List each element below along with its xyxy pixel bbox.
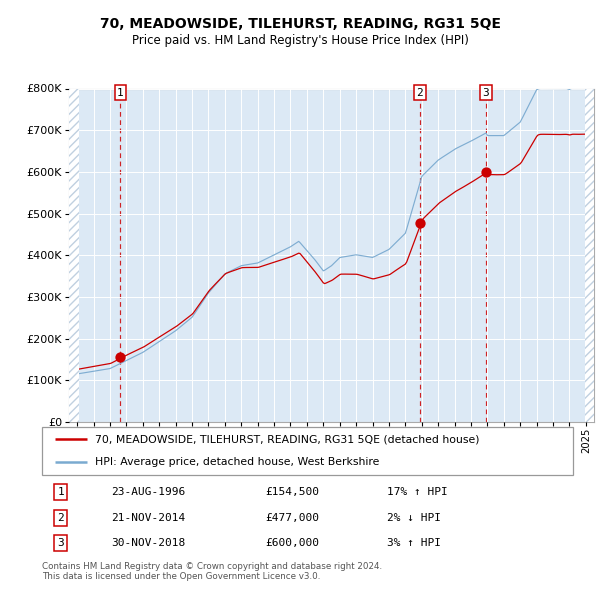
Point xyxy=(116,353,125,362)
Text: 23-AUG-1996: 23-AUG-1996 xyxy=(111,487,185,497)
Text: 21-NOV-2014: 21-NOV-2014 xyxy=(111,513,185,523)
Text: Price paid vs. HM Land Registry's House Price Index (HPI): Price paid vs. HM Land Registry's House … xyxy=(131,34,469,47)
Point xyxy=(415,218,425,228)
Text: 1: 1 xyxy=(117,88,124,98)
Text: 30-NOV-2018: 30-NOV-2018 xyxy=(111,538,185,548)
Text: £477,000: £477,000 xyxy=(265,513,319,523)
Text: 70, MEADOWSIDE, TILEHURST, READING, RG31 5QE (detached house): 70, MEADOWSIDE, TILEHURST, READING, RG31… xyxy=(95,434,479,444)
Text: £600,000: £600,000 xyxy=(265,538,319,548)
Text: 2% ↓ HPI: 2% ↓ HPI xyxy=(387,513,441,523)
Text: 3% ↑ HPI: 3% ↑ HPI xyxy=(387,538,441,548)
Text: 2: 2 xyxy=(416,88,423,98)
FancyBboxPatch shape xyxy=(42,427,573,475)
Text: 2: 2 xyxy=(57,513,64,523)
Text: Contains HM Land Registry data © Crown copyright and database right 2024.
This d: Contains HM Land Registry data © Crown c… xyxy=(42,562,382,581)
Text: 70, MEADOWSIDE, TILEHURST, READING, RG31 5QE: 70, MEADOWSIDE, TILEHURST, READING, RG31… xyxy=(100,17,500,31)
Text: 3: 3 xyxy=(57,538,64,548)
Text: HPI: Average price, detached house, West Berkshire: HPI: Average price, detached house, West… xyxy=(95,457,379,467)
Text: 17% ↑ HPI: 17% ↑ HPI xyxy=(387,487,448,497)
Text: 1: 1 xyxy=(57,487,64,497)
Text: £154,500: £154,500 xyxy=(265,487,319,497)
Point xyxy=(481,167,491,176)
Text: 3: 3 xyxy=(482,88,490,98)
